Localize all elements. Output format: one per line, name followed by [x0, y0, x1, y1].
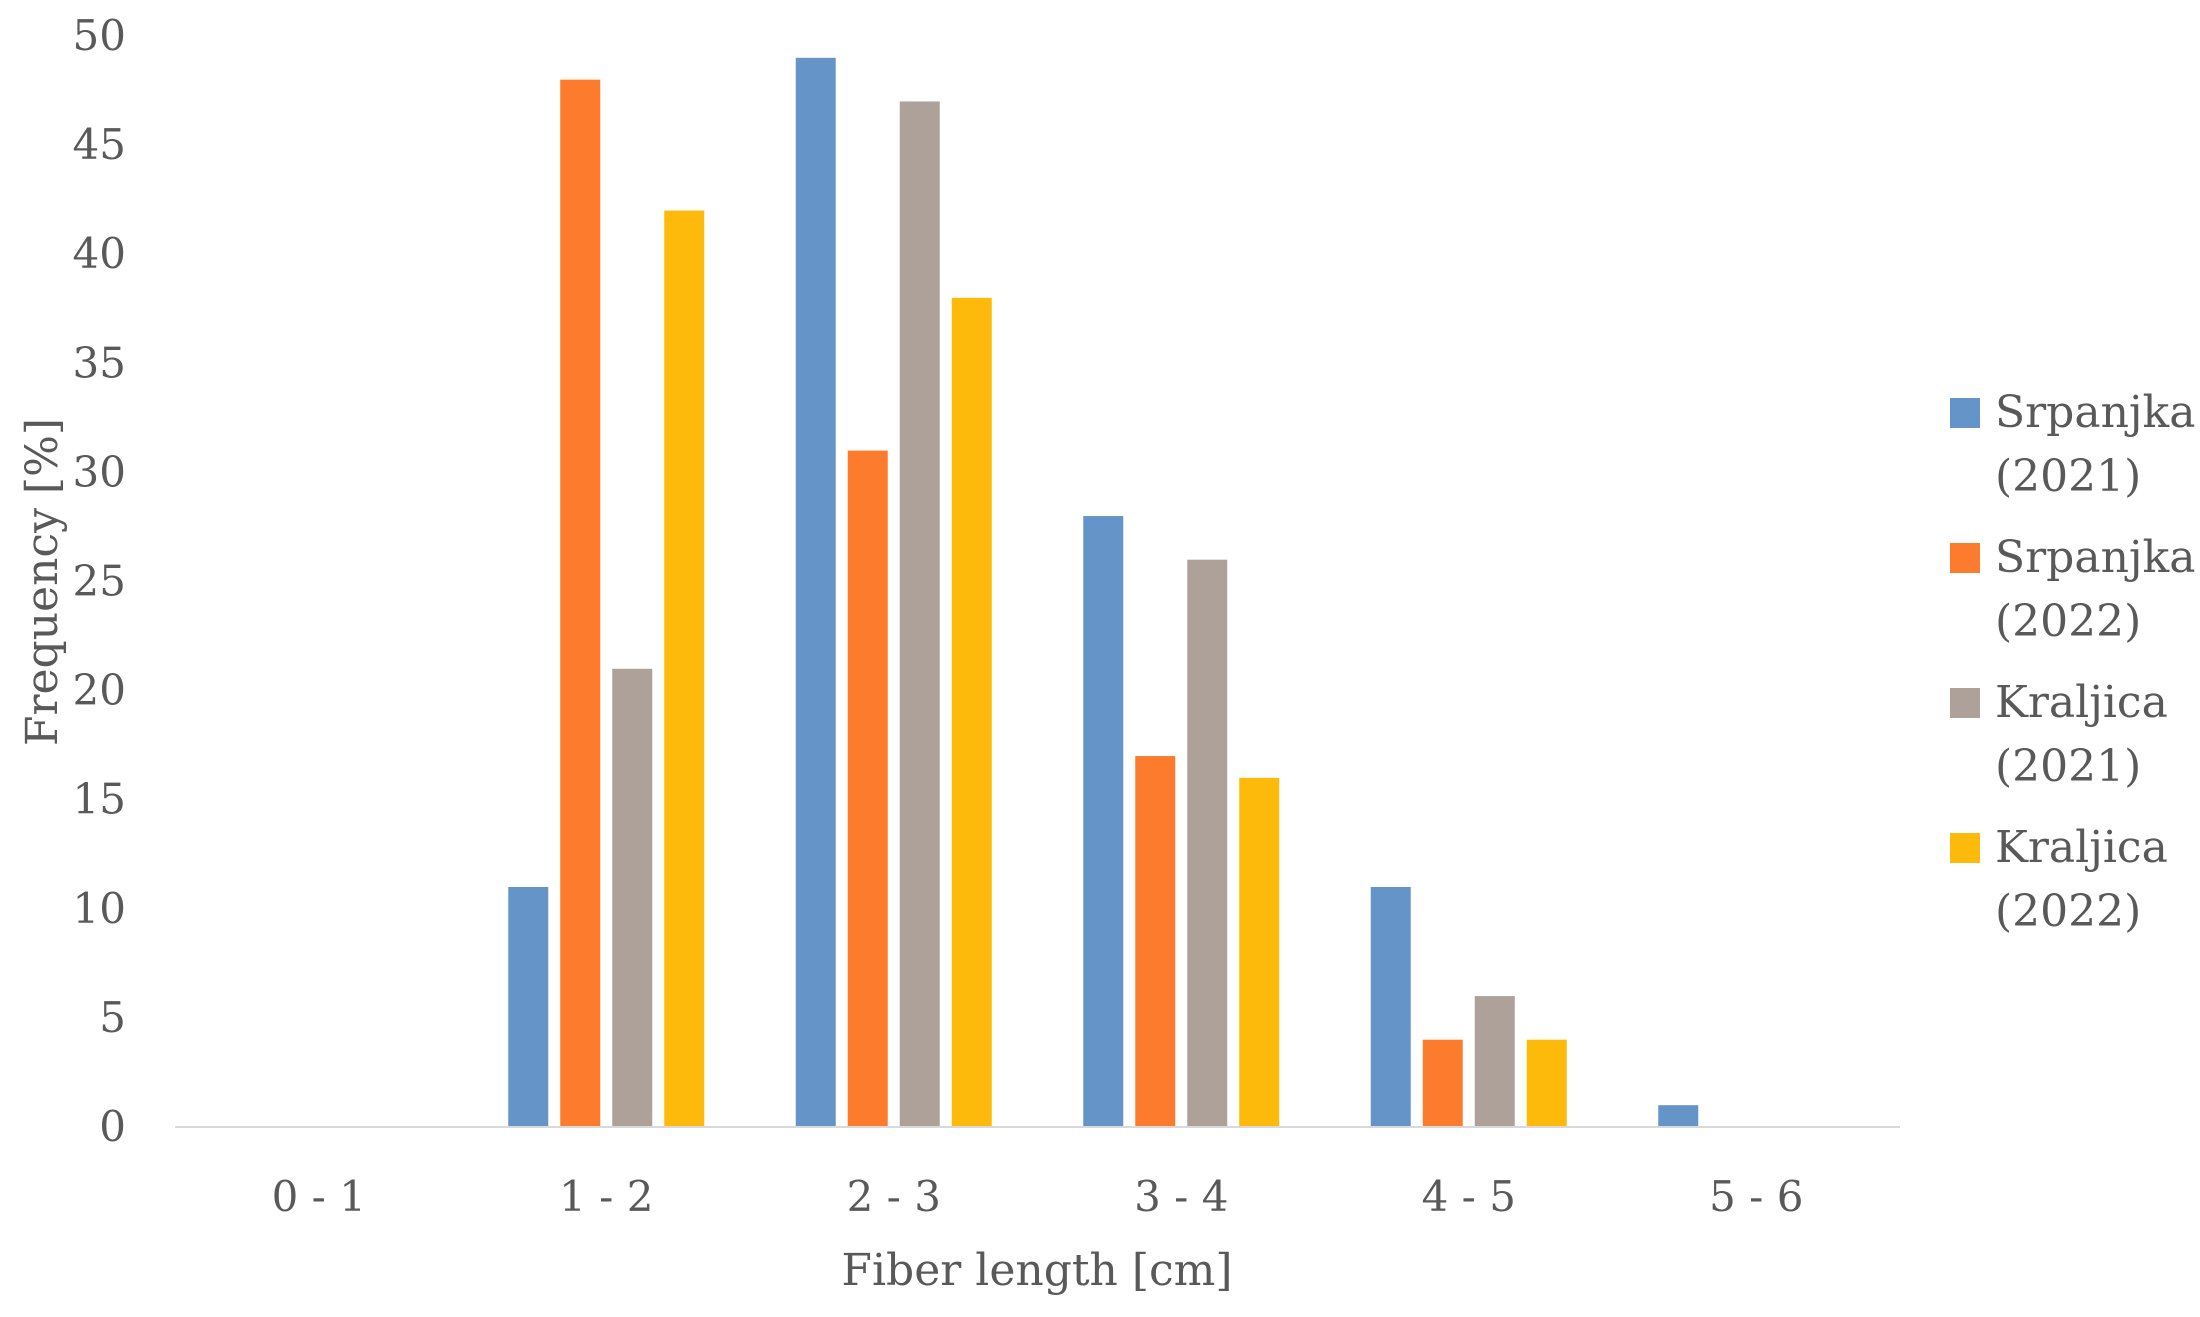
x-tick-label: 5 - 6: [1709, 1172, 1803, 1221]
bar-kraljica-2022-4-5: [1526, 1039, 1567, 1127]
legend-item: Srpanjka (2022): [1950, 532, 2195, 647]
x-axis-title: Fiber length [cm]: [841, 1245, 1232, 1296]
legend-item: Kraljica (2022): [1950, 822, 2168, 937]
y-tick-label: 50: [73, 11, 126, 60]
x-tick-label: 2 - 3: [847, 1172, 941, 1221]
bar-kraljica-2021-3-4: [1187, 559, 1228, 1127]
bar-kraljica-2022-3-4: [1239, 777, 1280, 1127]
bar-srpanjka-2022-1-2: [560, 79, 601, 1127]
y-axis-title: Frequency [%]: [17, 418, 68, 746]
legend-label: (2022): [1995, 596, 2141, 647]
bar-srpanjka-2021-3-4: [1083, 516, 1124, 1127]
x-tick-labels: 0 - 1 1 - 2 2 - 3 3 - 4 4 - 5 5 - 6: [272, 1172, 1804, 1221]
y-tick-label: 45: [73, 120, 126, 169]
legend-label: Kraljica: [1995, 822, 2168, 873]
legend-item: Kraljica (2021): [1950, 677, 2168, 792]
legend-label: Kraljica: [1995, 677, 2168, 728]
bar-srpanjka-2022-2-3: [847, 450, 888, 1128]
bar-kraljica-2021-4-5: [1474, 996, 1515, 1127]
legend-label: Srpanjka: [1995, 532, 2195, 583]
bars-group: [508, 57, 1699, 1128]
bar-kraljica-2021-2-3: [899, 101, 940, 1128]
bar-srpanjka-2021-1-2: [508, 886, 549, 1127]
legend-swatch: [1950, 543, 1980, 573]
y-tick-label: 15: [73, 775, 126, 824]
legend-label: (2021): [1995, 741, 2141, 792]
bar-kraljica-2021-1-2: [612, 668, 653, 1127]
x-tick-label: 4 - 5: [1422, 1172, 1516, 1221]
x-tick-label: 0 - 1: [272, 1172, 366, 1221]
legend-label: (2021): [1995, 451, 2141, 502]
y-tick-label: 20: [73, 666, 126, 715]
legend-swatch: [1950, 688, 1980, 718]
y-tick-label: 35: [73, 338, 126, 387]
bar-srpanjka-2021-2-3: [795, 57, 836, 1128]
bar-srpanjka-2022-4-5: [1422, 1039, 1463, 1127]
y-tick-labels: 0 5 10 15 20 25 30 35 40 45 50: [73, 11, 126, 1151]
legend-swatch: [1950, 398, 1980, 428]
y-tick-label: 40: [73, 229, 126, 278]
bar-srpanjka-2022-3-4: [1135, 756, 1176, 1127]
legend-label: (2022): [1995, 886, 2141, 937]
y-tick-label: 10: [73, 884, 126, 933]
bar-srpanjka-2021-5-6: [1658, 1105, 1699, 1127]
bar-kraljica-2022-1-2: [664, 210, 705, 1127]
legend-item: Srpanjka (2021): [1950, 387, 2195, 502]
x-tick-label: 3 - 4: [1134, 1172, 1228, 1221]
y-tick-label: 0: [99, 1102, 126, 1151]
y-tick-label: 30: [73, 447, 126, 496]
y-tick-label: 5: [99, 993, 126, 1042]
bar-srpanjka-2021-4-5: [1370, 886, 1411, 1127]
legend-swatch: [1950, 833, 1980, 863]
legend: Srpanjka (2021) Srpanjka (2022) Kraljica (202…: [1950, 387, 2195, 937]
y-tick-label: 25: [73, 557, 126, 606]
legend-label: Srpanjka: [1995, 387, 2195, 438]
bar-kraljica-2022-2-3: [951, 297, 992, 1128]
x-tick-label: 1 - 2: [559, 1172, 653, 1221]
